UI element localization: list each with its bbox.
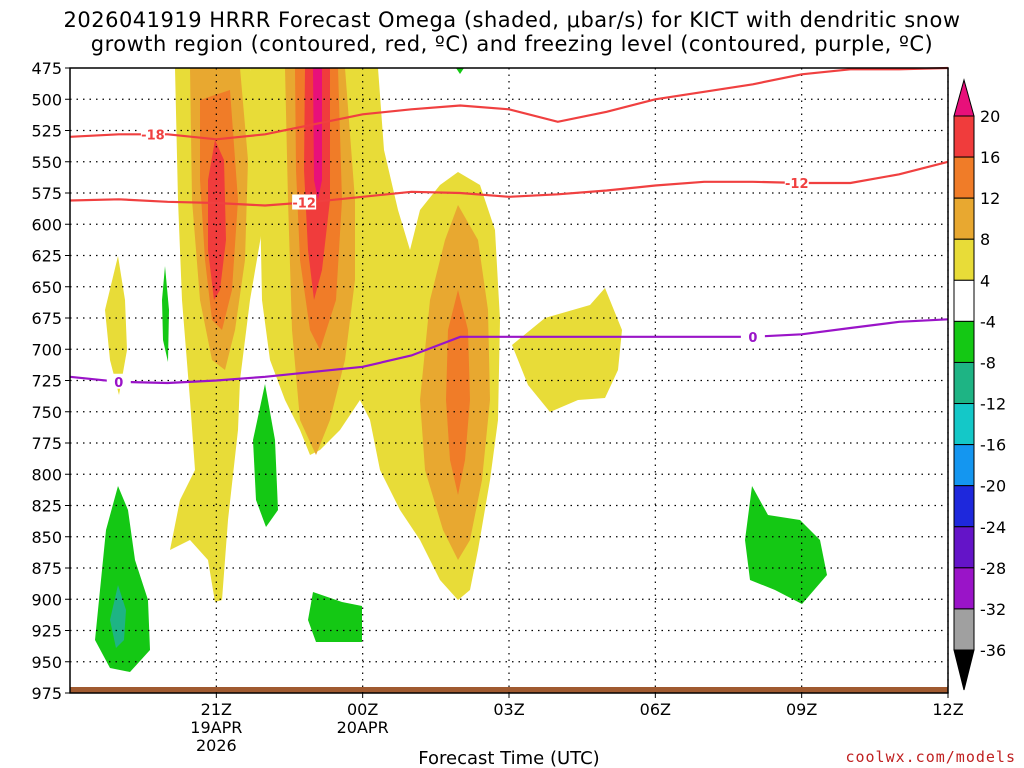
colorbar-level-label: -32 xyxy=(980,600,1006,619)
y-tick-label: 925 xyxy=(31,622,62,641)
omega-shade-12 xyxy=(446,290,470,495)
omega-shade-20 xyxy=(313,68,322,200)
contour-label-bg xyxy=(140,126,165,142)
contour-label: -12 xyxy=(292,197,316,212)
colorbar-swatch xyxy=(953,649,975,691)
y-tick-label: 825 xyxy=(31,497,62,516)
colorbar-level-label: -16 xyxy=(980,436,1006,455)
y-tick-label: 475 xyxy=(31,59,62,78)
omega-shade-neg4 xyxy=(95,486,150,672)
omega-shade-neg4 xyxy=(253,384,278,527)
y-tick-label: 500 xyxy=(31,90,62,109)
y-tick-label: 975 xyxy=(31,684,62,703)
colorbar-level-label: -4 xyxy=(980,312,996,331)
omega-shade-neg4 xyxy=(456,68,464,74)
contour-line xyxy=(69,66,949,141)
x-axis-title: Forecast Time (UTC) xyxy=(418,748,599,768)
colorbar-level-label: -20 xyxy=(980,477,1006,496)
y-tick-label: 625 xyxy=(31,247,62,266)
x-tick-label: 03Z xyxy=(493,700,524,719)
y-tick-label: 525 xyxy=(31,122,62,141)
contour-label: 0 xyxy=(748,331,757,346)
colorbar-swatch xyxy=(953,115,975,158)
y-tick-label: 850 xyxy=(31,528,62,547)
omega-shade-4 xyxy=(105,256,127,395)
colorbar-swatch xyxy=(953,608,975,651)
omega-shade-4 xyxy=(512,288,622,412)
omega-shade-neg4 xyxy=(162,266,169,362)
colorbar-level-label: 4 xyxy=(980,271,990,290)
y-tick-label: 875 xyxy=(31,559,62,578)
x-tick-date-label: 20APR xyxy=(337,718,389,737)
y-tick-label: 575 xyxy=(31,184,62,203)
y-tick-label: 900 xyxy=(31,590,62,609)
x-tick-date-label: 2026 xyxy=(196,736,237,755)
y-tick-label: 675 xyxy=(31,309,62,328)
colorbar-swatch xyxy=(953,156,975,199)
colorbar-swatch xyxy=(953,567,975,610)
x-tick-label: 12Z xyxy=(932,700,963,719)
colorbar: 20 16 12 8 4 -4 -8 -12 -16 -20 -24 -28 -32 -36 xyxy=(953,78,1006,691)
contour-label: -12 xyxy=(785,177,809,192)
colorbar-level-label: 12 xyxy=(980,189,1000,208)
contour-label-bg xyxy=(740,328,765,344)
y-tick-label: 600 xyxy=(31,215,62,234)
colorbar-swatch xyxy=(953,485,975,528)
x-tick-label: 09Z xyxy=(786,700,817,719)
colorbar-level-label: -28 xyxy=(980,559,1006,578)
contour-label: -18 xyxy=(141,128,165,143)
y-axis: 475 500 525 550 575 600 625 650 675 700 725 750 775 8… xyxy=(31,59,70,703)
colorbar-level-label: 16 xyxy=(980,148,1000,167)
omega-shade-16 xyxy=(208,140,226,300)
omega-shading xyxy=(95,68,827,672)
x-tick-date-label: 19APR xyxy=(190,718,242,737)
colorbar-swatch xyxy=(953,197,975,240)
omega-shade-neg4 xyxy=(308,592,362,642)
omega-shade-neg8 xyxy=(110,585,126,648)
contour-label-bg xyxy=(784,174,809,190)
y-tick-label: 650 xyxy=(31,278,62,297)
colorbar-level-label: -24 xyxy=(980,518,1006,537)
isotherm-contours: -18 -12 -12 0 0 xyxy=(69,66,949,391)
chart-title-line-2: growth region (contoured, red, ºC) and f… xyxy=(90,32,934,56)
x-tick-label: 21Z xyxy=(201,700,232,719)
ground-surface-band xyxy=(70,687,948,693)
y-tick-label: 950 xyxy=(31,653,62,672)
colorbar-level-label: -12 xyxy=(980,395,1006,414)
y-tick-label: 775 xyxy=(31,434,62,453)
y-tick-label: 700 xyxy=(31,340,62,359)
colorbar-level-label: 20 xyxy=(980,107,1000,126)
colorbar-level-label: 8 xyxy=(980,230,990,249)
x-tick-label: 00Z xyxy=(347,700,378,719)
colorbar-swatch xyxy=(953,279,975,322)
contour-line xyxy=(69,318,949,385)
colorbar-level-label: -8 xyxy=(980,353,996,372)
colorbar-swatch xyxy=(953,238,975,281)
colorbar-level-label: -36 xyxy=(980,641,1006,660)
y-tick-label: 800 xyxy=(31,465,62,484)
colorbar-swatch xyxy=(953,320,975,363)
y-tick-label: 550 xyxy=(31,153,62,172)
colorbar-swatch xyxy=(953,526,975,569)
contour-label-bg xyxy=(106,373,131,389)
omega-shade-neg4 xyxy=(745,486,827,604)
contour-label-bg xyxy=(292,194,317,210)
credit-link[interactable]: coolwx.com/models xyxy=(845,748,1016,766)
colorbar-swatch xyxy=(953,361,975,405)
y-tick-label: 750 xyxy=(31,403,62,422)
colorbar-swatch xyxy=(953,444,975,487)
colorbar-swatch xyxy=(953,78,975,117)
colorbar-swatch xyxy=(953,403,975,446)
y-tick-label: 725 xyxy=(31,372,62,391)
x-tick-label: 06Z xyxy=(640,700,671,719)
contour-label: 0 xyxy=(114,376,123,391)
chart-title-line-1: 2026041919 HRRR Forecast Omega (shaded, … xyxy=(63,8,961,32)
